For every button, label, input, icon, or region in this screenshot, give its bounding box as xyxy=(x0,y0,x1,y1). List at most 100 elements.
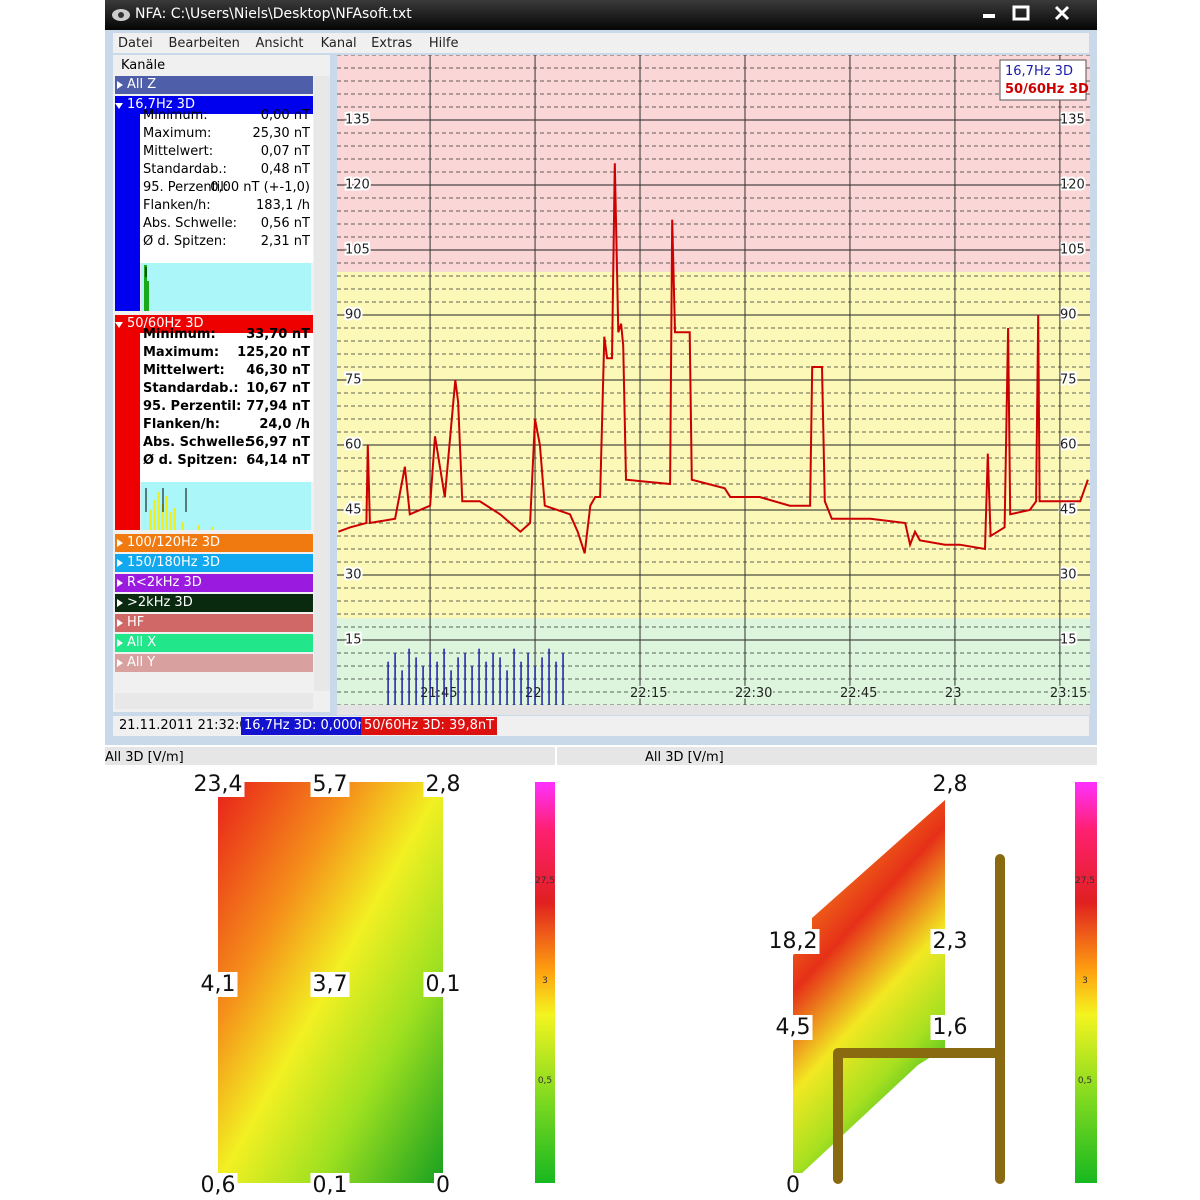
label-bg xyxy=(930,1015,970,1040)
point-value: 2,3 xyxy=(933,929,968,954)
stat-value: 56,97 nT xyxy=(246,435,310,450)
y-tick-label: 45 xyxy=(345,503,362,518)
x-tick-label: 23 xyxy=(945,686,962,701)
stat-value: 183,1 /h xyxy=(256,198,310,213)
label-bg xyxy=(198,972,238,997)
channel-header[interactable]: 50/60Hz 3D xyxy=(115,315,313,333)
stat-label: Standardab.: xyxy=(143,381,239,396)
mini-histogram xyxy=(141,263,311,311)
panel-title: All 3D [V/m] xyxy=(645,750,724,765)
colorbar-tick: 27,5 xyxy=(535,876,555,886)
menu-bar: Datei Bearbeiten Ansicht Kanal Extras Hilfe xyxy=(113,33,1089,53)
channel-name: >2kHz 3D xyxy=(115,595,193,610)
label-bg xyxy=(191,772,245,797)
chart-scrollbar[interactable] xyxy=(337,705,1090,715)
channel-header[interactable]: All X xyxy=(115,634,313,652)
panel-heading: Kanäle xyxy=(121,58,166,73)
menu-item[interactable]: Extras xyxy=(371,36,413,51)
window-buttons[interactable] xyxy=(977,3,1093,25)
status-channel: 16,7Hz 3D: 0,000nT xyxy=(241,717,377,735)
label-bg xyxy=(784,1173,802,1198)
status-time: 21.11.2011 21:32:06 xyxy=(119,718,256,733)
status-channel: 50/60Hz 3D: 39,8nT xyxy=(361,717,498,735)
panel-title: All 3D [V/m] xyxy=(105,750,184,765)
menu-item[interactable]: Hilfe xyxy=(428,36,459,51)
stat-label: Maximum: xyxy=(143,345,220,360)
stat-value: 125,20 nT xyxy=(237,345,310,360)
y-tick-label: 30 xyxy=(345,568,362,583)
heatmap-panel: All 3D [V/m] 23,4 5,7 2,8 4,1 3,7 0,1 0,6 0,1 0 2… xyxy=(105,747,555,1198)
stats-area xyxy=(140,114,313,263)
y-tick-label: 60 xyxy=(1060,438,1077,453)
y-tick-label: 120 xyxy=(345,178,370,193)
histogram-bar xyxy=(173,508,176,530)
y-tick-label: 30 xyxy=(1060,568,1077,583)
stat-value: 2,31 nT xyxy=(260,234,310,249)
window: NFA: C:\Users\Niels\Desktop\NFAsoft.txt … xyxy=(105,0,1097,745)
menu-item[interactable]: Bearbeiten xyxy=(168,36,240,51)
stat-value: 46,30 nT xyxy=(246,363,310,378)
stat-value: 0,48 nT xyxy=(260,162,310,177)
heatmap-panel: All 3D [V/m] 2,8 18,2 2,3 4,5 1,6 0 27,5 3 0,5 xyxy=(557,747,1097,1198)
channel-header[interactable]: All Y xyxy=(115,654,313,672)
channel-header[interactable]: R<2kHz 3D xyxy=(115,574,313,592)
chart: 15 15 30 30 45 45 60 60 75 75 90 90 105 105 120 120 135 1… xyxy=(337,55,1090,705)
stat-label: Mittelwert: xyxy=(143,363,225,378)
menu-item[interactable]: Datei xyxy=(118,36,153,51)
histogram-bar xyxy=(197,525,200,530)
channel-strip xyxy=(115,114,140,311)
x-tick-label: 22:45 xyxy=(840,686,877,701)
point-value: 5,7 xyxy=(313,772,348,797)
channel-name: All X xyxy=(115,635,156,650)
label-bg xyxy=(773,1015,813,1040)
histogram-bar xyxy=(144,265,147,311)
histogram-bar xyxy=(169,512,172,530)
channel-header[interactable]: All Z xyxy=(115,76,313,94)
channel-name: 150/180Hz 3D xyxy=(115,555,220,570)
legend-box xyxy=(999,59,1087,101)
channel-name: All Z xyxy=(115,77,156,92)
channel-header[interactable]: 100/120Hz 3D xyxy=(115,534,313,552)
channel-header[interactable]: 16,7Hz 3D xyxy=(115,96,313,114)
point-value: 4,5 xyxy=(776,1015,811,1040)
point-value: 0 xyxy=(436,1173,450,1198)
menu-item[interactable]: Ansicht xyxy=(255,36,304,51)
menu-item[interactable]: Kanal xyxy=(320,36,357,51)
colorbar xyxy=(535,782,555,1183)
point-value: 2,8 xyxy=(426,772,461,797)
point-value: 0 xyxy=(786,1173,800,1198)
stat-label: Ø d. Spitzen: xyxy=(143,234,227,249)
colorbar xyxy=(1075,782,1097,1183)
stat-label: Mittelwert: xyxy=(143,144,214,159)
y-tick-label: 75 xyxy=(1060,373,1077,388)
stat-value: 0,56 nT xyxy=(260,216,310,231)
histogram-bar xyxy=(161,504,164,530)
stat-label: Abs. Schwelle: xyxy=(143,216,238,231)
status-bar: 21.11.2011 21:32:06 16,7Hz 3D: 0,000nT 5… xyxy=(113,716,1089,736)
x-tick-label: 22:15 xyxy=(630,686,667,701)
v-scrollbar[interactable] xyxy=(314,76,330,691)
y-tick-label: 15 xyxy=(345,633,362,648)
mini-histogram xyxy=(141,482,311,530)
x-tick-label: 21:45 xyxy=(420,686,457,701)
point-value: 3,7 xyxy=(313,972,348,997)
stat-label: Minimum: xyxy=(143,327,216,342)
point-value: 2,8 xyxy=(933,772,968,797)
channel-name: 100/120Hz 3D xyxy=(115,535,220,550)
channel-header[interactable]: >2kHz 3D xyxy=(115,594,313,612)
channel-header[interactable]: HF xyxy=(115,614,313,632)
point-value: 0,1 xyxy=(313,1173,348,1198)
channel-header[interactable]: 150/180Hz 3D xyxy=(115,554,313,572)
h-scrollbar[interactable] xyxy=(115,693,313,709)
colorbar-tick: 0,5 xyxy=(538,1076,552,1086)
label-bg xyxy=(766,929,820,954)
y-tick-label: 45 xyxy=(1060,503,1077,518)
stat-value: 33,70 nT xyxy=(246,327,310,342)
label-bg xyxy=(198,1173,238,1198)
histogram-marker xyxy=(145,488,187,512)
band xyxy=(337,55,1090,272)
label-bg xyxy=(310,772,350,797)
title-bar: NFA: C:\Users\Niels\Desktop\NFAsoft.txt xyxy=(105,0,1097,30)
channel-name: 50/60Hz 3D xyxy=(115,316,203,331)
